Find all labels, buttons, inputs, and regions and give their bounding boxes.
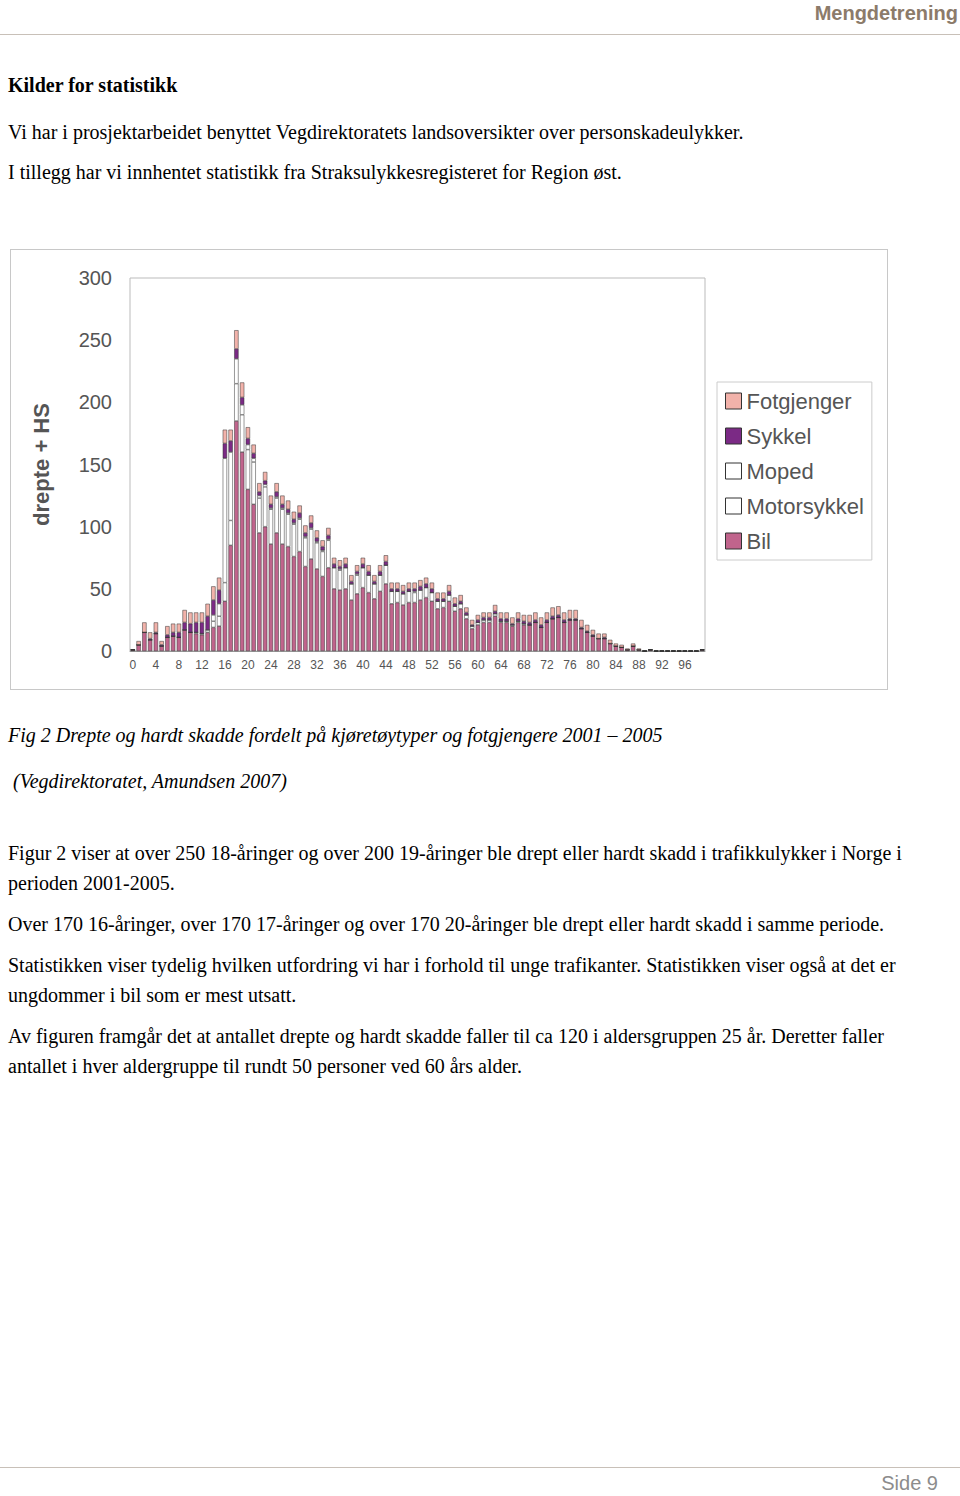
- svg-text:12: 12: [195, 658, 209, 672]
- svg-text:76: 76: [563, 658, 577, 672]
- svg-text:80: 80: [586, 658, 600, 672]
- svg-text:56: 56: [448, 658, 462, 672]
- svg-text:92: 92: [655, 658, 669, 672]
- svg-text:16: 16: [218, 658, 232, 672]
- html-text:Av figuren framgår det at anta: Av figuren framgår det at antallet drept…: [8, 1025, 884, 1077]
- svg-text:60: 60: [471, 658, 485, 672]
- svg-text:48: 48: [402, 658, 416, 672]
- svg-text:44: 44: [379, 658, 393, 672]
- svg-text:72: 72: [540, 658, 554, 672]
- svg-text:20: 20: [241, 658, 255, 672]
- svg-text:64: 64: [494, 658, 508, 672]
- html-text:Figur 2 viser at over 250 18-å: Figur 2 viser at over 250 18-åringer og …: [8, 842, 902, 894]
- svg-text:Fotgjenger: Fotgjenger: [747, 389, 852, 414]
- svg-text:84: 84: [609, 658, 623, 672]
- svg-text:Moped: Moped: [747, 459, 814, 484]
- html-text:Statistikken viser tydelig hvi: Statistikken viser tydelig hvilken utfor…: [8, 954, 896, 1006]
- svg-text:4: 4: [153, 658, 160, 672]
- html-text:Mengdetrening: Mengdetrening: [814, 2, 958, 24]
- html-text:Over 170 16-åringer, over 170: Over 170 16-åringer, over 170 17-åringer…: [8, 913, 885, 935]
- svg-text:96: 96: [678, 658, 692, 672]
- svg-text:32: 32: [310, 658, 324, 672]
- svg-text:24: 24: [264, 658, 278, 672]
- svg-text:100: 100: [79, 516, 112, 538]
- html-text:Fig 2 Drepte og hardt skadde f: Fig 2 Drepte og hardt skadde fordelt på …: [8, 724, 663, 746]
- html-text:Vi har i prosjektarbeidet beny: Vi har i prosjektarbeidet benyttet Vegdi…: [8, 121, 744, 143]
- svg-text:68: 68: [517, 658, 531, 672]
- svg-text:52: 52: [425, 658, 439, 672]
- svg-text:Bil: Bil: [747, 529, 771, 554]
- svg-text:28: 28: [287, 658, 301, 672]
- svg-text:40: 40: [356, 658, 370, 672]
- svg-text:200: 200: [79, 391, 112, 413]
- svg-text:88: 88: [632, 658, 646, 672]
- html-text:Side 9: Side 9: [881, 1472, 938, 1494]
- html-text:(Vegdirektoratet, Amundsen 200: (Vegdirektoratet, Amundsen 2007): [8, 770, 287, 792]
- svg-text:drepte + HS: drepte + HS: [29, 403, 54, 526]
- svg-text:300: 300: [79, 267, 112, 289]
- svg-text:150: 150: [79, 454, 112, 476]
- svg-text:0: 0: [101, 640, 112, 662]
- html-text:I tillegg har vi innhentet sta: I tillegg har vi innhentet statistikk fr…: [8, 161, 622, 183]
- html-text:Kilder for statistikk: Kilder for statistikk: [8, 74, 178, 96]
- svg-text:Motorsykkel: Motorsykkel: [747, 494, 864, 519]
- svg-text:50: 50: [90, 578, 112, 600]
- svg-text:8: 8: [176, 658, 183, 672]
- svg-text:250: 250: [79, 329, 112, 351]
- svg-text:0: 0: [130, 658, 137, 672]
- svg-text:Sykkel: Sykkel: [747, 424, 812, 449]
- svg-text:36: 36: [333, 658, 347, 672]
